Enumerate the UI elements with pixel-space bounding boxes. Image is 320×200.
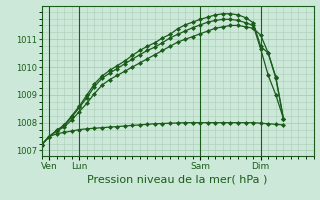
X-axis label: Pression niveau de la mer( hPa ): Pression niveau de la mer( hPa ) xyxy=(87,175,268,185)
